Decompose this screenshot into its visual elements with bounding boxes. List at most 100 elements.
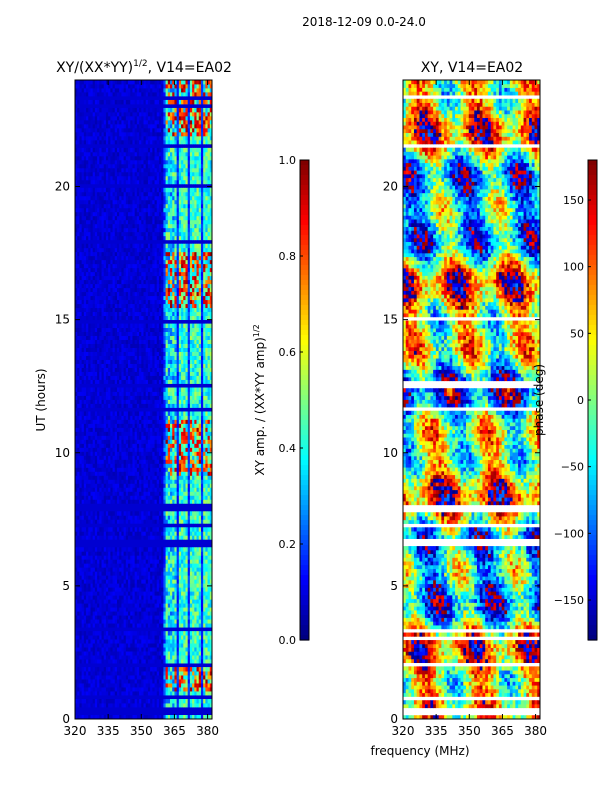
left-heat-cell [165,423,169,428]
left-heat-cell [198,355,202,360]
left-heat-cell [174,395,178,400]
left-heat-cell [114,619,118,624]
left-heat-cell [194,371,197,376]
left-heat-cell [130,431,133,436]
left-heat-cell [152,495,155,500]
left-heat-cell [170,559,173,564]
left-heat-cell [145,347,149,352]
left-heat-cell [128,467,131,472]
left-heat-cell [158,403,162,408]
left-heat-cell [176,423,180,428]
left-heat-cell [121,551,125,556]
left-heat-cell [123,595,127,600]
left-heat-cell [198,379,202,384]
left-heat-cell [92,619,96,624]
left-heat-cell [163,603,166,608]
left-heat-cell [105,687,109,692]
left-heat-cell [185,679,189,684]
left-heat-cell [101,555,105,560]
left-heat-cell [183,519,186,524]
left-heat-cell [150,511,153,516]
left-heat-cell [196,607,200,612]
left-heat-cell [167,603,171,608]
left-heat-cell [183,435,186,440]
left-heat-cell [132,691,136,696]
left-heat-cell [81,579,85,584]
left-heat-cell [152,643,155,648]
left-heat-cell [112,371,116,376]
left-heat-cell [189,559,193,564]
left-heat-cell [161,471,164,476]
left-heat-cell [94,559,98,564]
left-heat-cell [88,475,91,480]
left-heat-cell [145,415,149,420]
left-heat-cell [143,511,147,516]
left-heat-cell [194,443,197,448]
left-heat-cell [176,487,180,492]
left-heat-cell [183,447,186,452]
left-heat-cell [203,351,206,356]
left-heat-cell [81,455,85,460]
left-heat-cell [134,359,138,364]
left-heat-cell [207,691,211,696]
left-heat-cell [132,631,136,636]
left-heat-cell [79,587,83,592]
left-heat-cell [156,639,160,644]
left-heat-cell [170,423,173,428]
left-heat-cell [94,463,98,468]
left-heat-cell [132,431,136,436]
left-heat-cell [116,463,120,468]
left-heat-cell [130,535,133,540]
left-heat-cell [99,439,102,444]
left-heat-cell [172,395,175,400]
left-heat-cell [203,475,206,480]
left-heat-cell [94,491,98,496]
left-heat-cell [196,487,200,492]
left-heat-cell [152,583,155,588]
left-heat-cell [174,595,178,600]
left-heat-cell [187,647,191,652]
left-heat-cell [207,619,211,624]
left-heat-cell [101,683,105,688]
left-heat-cell [132,563,136,568]
left-heat-cell [200,495,204,500]
left-heat-cell [101,607,105,612]
left-heat-cell [134,387,138,392]
left-heat-cell [136,347,140,352]
left-heat-cell [77,487,80,492]
left-heat-cell [194,643,197,648]
left-heat-cell [170,635,173,640]
left-heat-cell [99,611,102,616]
left-heat-cell [205,399,208,404]
left-heat-cell [170,435,173,440]
left-heat-cell [198,595,202,600]
left-heat-cell [194,431,197,436]
left-heat-cell [187,583,191,588]
left-heat-cell [139,459,142,464]
left-heat-cell [209,615,213,620]
left-heat-cell [174,575,178,580]
left-heat-cell [116,387,120,392]
left-heat-cell [88,703,91,708]
left-heat-cell [200,455,204,460]
left-heat-cell [178,419,182,424]
left-heat-cell [174,483,178,488]
left-heat-cell [183,631,186,636]
left-heat-cell [88,443,91,448]
left-heat-cell [116,499,120,504]
left-heat-cell [105,419,109,424]
left-heat-cell [88,527,91,532]
left-heat-cell [75,683,78,688]
left-heat-cell [161,419,164,424]
left-heat-cell [99,675,102,680]
left-heat-cell [103,639,107,644]
left-heat-cell [189,387,193,392]
left-heat-cell [125,551,129,556]
left-heat-cell [154,623,158,628]
left-heat-cell [187,511,191,516]
left-heat-cell [130,615,133,620]
left-heat-cell [81,471,85,476]
left-heat-cell [143,647,147,652]
left-heat-cell [90,439,94,444]
left-heat-cell [103,675,107,680]
